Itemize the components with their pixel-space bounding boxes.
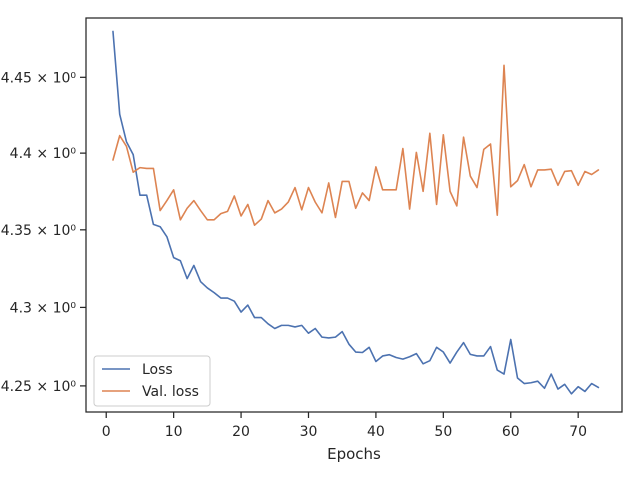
y-tick-label: 4.3 × 10⁰ — [10, 300, 77, 316]
x-tick-label: 20 — [232, 424, 250, 440]
y-axis: 4.25 × 10⁰ 4.3 × 10⁰ 4.35 × 10⁰ 4.4 × 10⁰ 4.… — [1, 70, 86, 395]
x-tick-label: 60 — [502, 424, 520, 440]
x-tick-label: 70 — [569, 424, 587, 440]
x-axis-label: Epochs — [327, 445, 381, 463]
plot-area — [112, 30, 600, 395]
y-tick-label: 4.45 × 10⁰ — [1, 70, 77, 86]
x-tick-label: 40 — [367, 424, 385, 440]
x-tick-label: 50 — [434, 424, 452, 440]
y-tick-label: 4.4 × 10⁰ — [10, 146, 77, 162]
y-tick-label: 4.25 × 10⁰ — [1, 379, 77, 395]
legend: Loss Val. loss — [93, 355, 211, 407]
legend-label: Val. loss — [142, 384, 199, 400]
y-tick-label: 4.35 × 10⁰ — [1, 223, 77, 239]
x-tick-label: 10 — [165, 424, 183, 440]
legend-label: Loss — [142, 362, 173, 378]
x-tick-label: 30 — [300, 424, 318, 440]
series-line-val-loss — [112, 64, 600, 226]
x-axis: 0 10 20 30 40 50 60 70 — [102, 412, 587, 440]
series-line-loss — [112, 30, 600, 395]
x-tick-label: 0 — [102, 424, 111, 440]
axes-frame — [85, 17, 623, 413]
